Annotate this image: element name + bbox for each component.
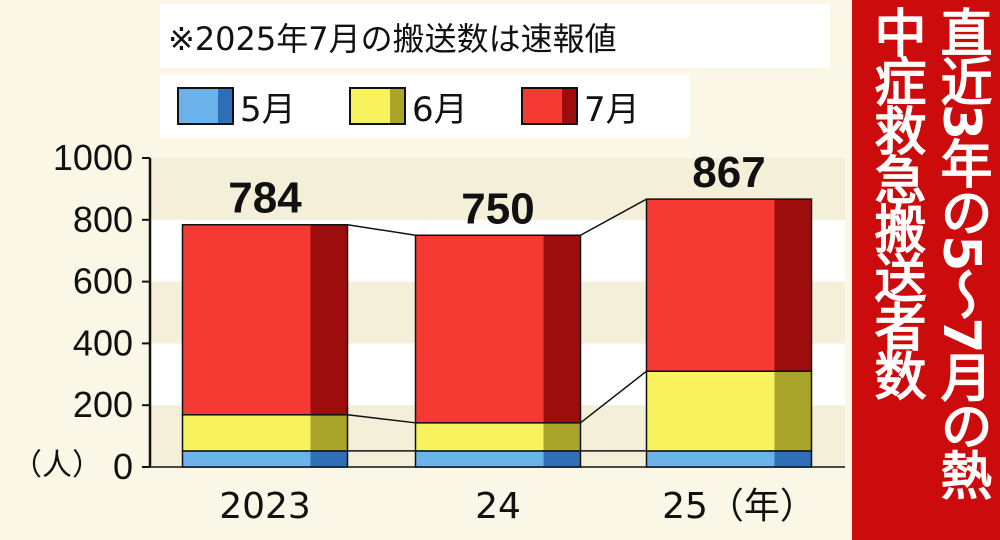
unit-label: （人） (12, 448, 102, 483)
y-tick-label: 0 (113, 446, 133, 487)
legend-label: 7月 (584, 90, 640, 130)
legend-swatch-shade (562, 89, 576, 123)
bar-segment-outline (645, 198, 813, 372)
legend-label: 5月 (240, 90, 296, 130)
y-tick-label: 600 (73, 261, 133, 302)
legend-label: 6月 (412, 90, 468, 130)
stacked-bar-chart: 0 200 400 600 800 1000 （人） ※2025年7月の搬送数は速報値 5月 6月… (12, 4, 845, 527)
y-tick-label: 400 (73, 322, 133, 363)
note-background (160, 4, 830, 68)
bar-segment-shade (543, 450, 581, 467)
connector-line (347, 414, 416, 424)
x-tick-label: 25（年） (662, 486, 816, 527)
bar-segment (415, 450, 581, 467)
x-tick-label: 24 (475, 486, 521, 527)
bar-segment-shade (310, 450, 348, 467)
bar-segment (182, 450, 348, 467)
bar-total-label: 867 (692, 148, 765, 197)
bar-segment-outline (414, 234, 582, 424)
x-tick-label: 2023 (219, 486, 311, 527)
side-title: 直近3年の5～7月の熱中症救急搬送者数 (852, 0, 1000, 540)
bar-total-label: 750 (461, 184, 534, 233)
legend-background (160, 74, 690, 138)
bar-segment-shade (543, 235, 581, 423)
connector-line (347, 224, 416, 236)
bar-segment-shade (310, 414, 348, 451)
bar-segment-outline (181, 223, 349, 416)
bar-segment-shade (774, 371, 812, 451)
y-tick-label: 200 (73, 384, 133, 425)
note-text: ※2025年7月の搬送数は速報値 (168, 20, 617, 58)
connector-line (580, 198, 647, 236)
bar-total-label: 784 (228, 174, 302, 223)
y-tick-label: 800 (73, 199, 133, 240)
bar-segment-shade (774, 450, 812, 467)
legend-swatch-shade (390, 89, 404, 123)
y-tick-label: 1000 (53, 137, 133, 178)
bar-segment (646, 450, 812, 467)
connector-line (580, 370, 647, 424)
bar-segment-shade (774, 199, 812, 372)
bar-segment-shade (310, 224, 348, 415)
legend-swatch-shade (218, 89, 232, 123)
bar-segment-shade (543, 422, 581, 451)
